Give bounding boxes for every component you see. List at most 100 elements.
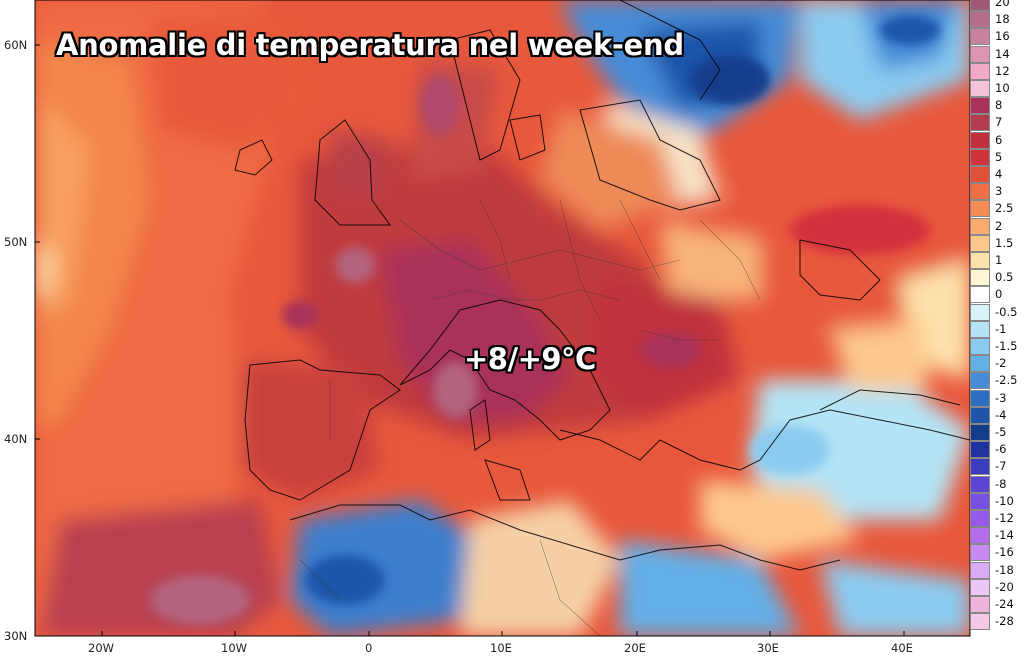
legend-swatch (970, 217, 990, 235)
legend-label: -0.5 (995, 304, 1018, 319)
legend-swatch (970, 252, 990, 269)
legend-entry: -1.5 (970, 338, 1024, 355)
legend-swatch (970, 596, 990, 613)
legend-entry: 8 (970, 97, 1024, 115)
legend-swatch (970, 97, 990, 115)
legend-entry: 12 (970, 62, 1024, 80)
legend-swatch (970, 286, 990, 304)
legend-swatch (970, 527, 990, 545)
legend-entry: -24 (970, 596, 1024, 613)
legend-label: -20 (995, 579, 1014, 594)
legend-entry: -1 (970, 320, 1024, 338)
anomaly-annotation: +8/+9°C (464, 342, 596, 376)
legend-swatch (970, 338, 990, 355)
legend-entry: 2 (970, 217, 1024, 235)
legend-label: 5 (995, 149, 1003, 164)
legend-entry: 18 (970, 11, 1024, 29)
legend-label: -3 (995, 390, 1007, 405)
legend-swatch (970, 183, 990, 201)
legend-label: 1.5 (995, 235, 1014, 250)
legend-label: -28 (995, 614, 1014, 629)
country-borders (299, 199, 761, 636)
lat-label-50n: 50N (4, 235, 28, 249)
legend-swatch (970, 424, 990, 441)
legend-entry: 0.5 (970, 269, 1024, 287)
legend-swatch (970, 613, 990, 631)
legend-swatch (970, 544, 990, 562)
legend-swatch (970, 389, 990, 407)
lon-label-0: 0 (365, 641, 373, 655)
legend-entry: 7 (970, 114, 1024, 132)
legend-swatch (970, 458, 990, 476)
legend-entry: -16 (970, 544, 1024, 562)
legend-entry: 16 (970, 28, 1024, 46)
legend-entry: 6 (970, 131, 1024, 149)
legend-label: 3 (995, 184, 1003, 199)
legend-label: -5 (995, 425, 1007, 439)
legend-entry: -4 (970, 406, 1024, 424)
legend-label: -12 (995, 511, 1014, 525)
legend-label: 4 (995, 167, 1003, 181)
legend-label: 14 (995, 46, 1010, 61)
legend-label: 16 (995, 29, 1010, 44)
coastlines (234, 0, 970, 571)
legend-label: -24 (995, 597, 1014, 611)
legend-entry: -5 (970, 424, 1024, 441)
legend-label: -16 (995, 545, 1014, 560)
legend-label: -6 (995, 442, 1007, 457)
legend-entry: 4 (970, 166, 1024, 183)
legend-entry: -14 (970, 527, 1024, 545)
legend-entry: 1 (970, 252, 1024, 269)
legend-swatch (970, 372, 990, 390)
legend-label: 20 (995, 0, 1010, 9)
legend-swatch (970, 148, 990, 166)
legend-entry: 14 (970, 45, 1024, 63)
legend-label: -7 (995, 459, 1007, 474)
legend-swatch (970, 406, 990, 424)
legend-entry: 3 (970, 183, 1024, 201)
legend-entry: 0 (970, 286, 1024, 304)
legend-entry: -7 (970, 458, 1024, 476)
legend-swatch (970, 441, 990, 459)
legend-swatch (970, 492, 990, 510)
lat-label-40n: 40N (4, 432, 28, 446)
lon-label-40e: 40E (891, 641, 913, 655)
legend-label: 1 (995, 253, 1003, 267)
legend-label: -2 (995, 356, 1007, 371)
legend-swatch (970, 475, 990, 493)
legend-swatch (970, 131, 990, 149)
lon-label-20e: 20E (624, 641, 646, 655)
legend-label: -1.5 (995, 339, 1018, 353)
legend-swatch (970, 234, 990, 252)
lat-label-30n: 30N (4, 629, 28, 643)
anomaly-field (35, 0, 970, 636)
legend-label: -18 (995, 562, 1014, 577)
legend-entry: 2.5 (970, 200, 1024, 218)
legend-swatch (970, 45, 990, 63)
legend-swatch (970, 561, 990, 579)
legend-entry: 5 (970, 148, 1024, 166)
legend-label: 2.5 (995, 201, 1014, 216)
legend-label: 6 (995, 132, 1003, 147)
legend-entry: -12 (970, 510, 1024, 527)
legend-entry: -10 (970, 492, 1024, 510)
legend-entry: -0.5 (970, 303, 1024, 321)
legend-label: -8 (995, 476, 1007, 491)
legend-label: -14 (995, 528, 1014, 543)
legend-swatch (970, 114, 990, 132)
legend-swatch (970, 62, 990, 80)
legend-swatch (970, 0, 990, 11)
lon-label-10w: 10W (221, 641, 248, 655)
legend-label: -1 (995, 321, 1007, 336)
legend-label: 0 (995, 287, 1003, 302)
legend-entry: -2.5 (970, 372, 1024, 390)
legend-swatch (970, 166, 990, 183)
legend-entry: 1.5 (970, 234, 1024, 252)
legend-swatch (970, 28, 990, 46)
legend-entry: -20 (970, 578, 1024, 596)
legend-swatch (970, 578, 990, 596)
legend-entry: 10 (970, 80, 1024, 97)
legend-label: -4 (995, 407, 1007, 422)
legend-entry: 20 (970, 0, 1024, 11)
